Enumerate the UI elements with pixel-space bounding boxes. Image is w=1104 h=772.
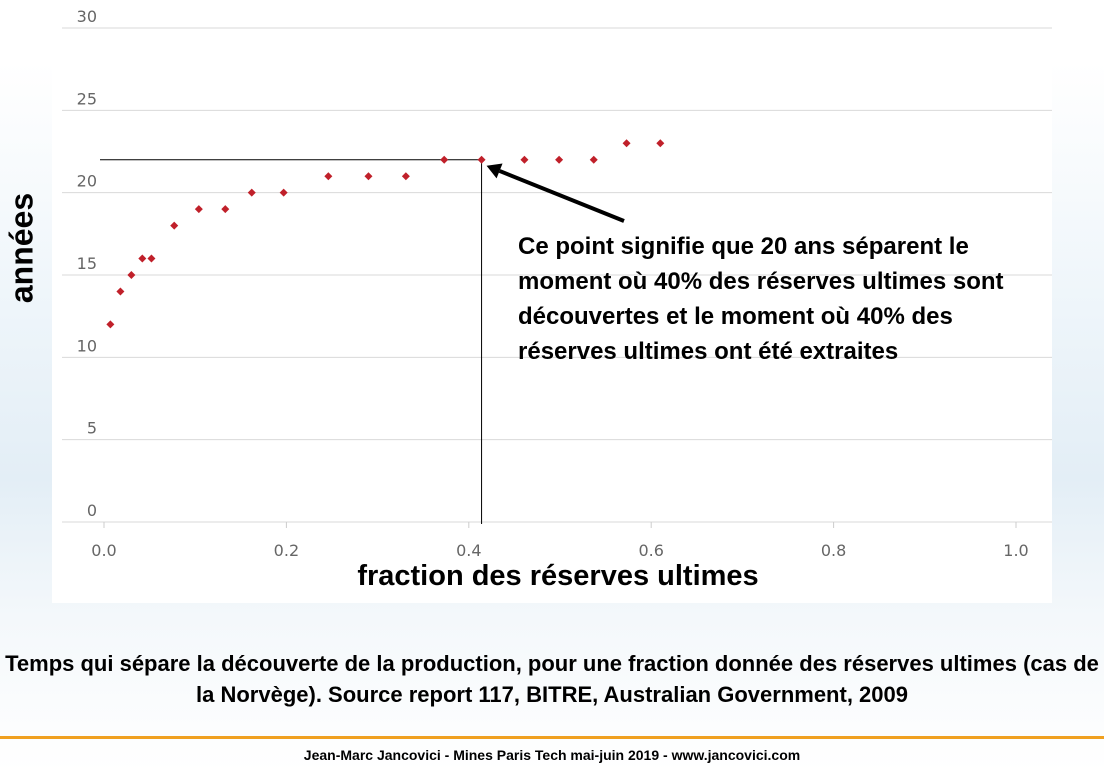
data-point bbox=[247, 188, 256, 197]
data-point bbox=[364, 172, 373, 181]
data-point bbox=[440, 155, 449, 164]
x-tick-label: 0.4 bbox=[456, 541, 481, 560]
y-tick-label: 5 bbox=[87, 419, 97, 438]
data-point bbox=[477, 155, 486, 164]
data-point bbox=[147, 254, 156, 263]
data-point bbox=[221, 205, 230, 214]
data-point bbox=[555, 155, 564, 164]
scatter-chart: 0 5 10 15 20 25 30 0.0 0.2 0.4 0.6 0.8 1.0 bbox=[62, 7, 1052, 560]
x-tick-label: 1.0 bbox=[1003, 541, 1028, 560]
data-point bbox=[116, 287, 125, 296]
data-point bbox=[194, 205, 203, 214]
data-point bbox=[622, 139, 631, 148]
data-point bbox=[106, 320, 115, 329]
x-tick-label: 0.0 bbox=[91, 541, 116, 560]
x-tick-label: 0.6 bbox=[638, 541, 663, 560]
y-tick-label: 30 bbox=[77, 7, 97, 26]
footer-credit: Jean-Marc Jancovici - Mines Paris Tech m… bbox=[303, 747, 801, 763]
data-points bbox=[106, 139, 665, 329]
y-tick-labels: 0 5 10 15 20 25 30 bbox=[77, 7, 97, 520]
point-annotation: Ce point signifie que 20 ans séparent le… bbox=[518, 233, 1004, 365]
data-point bbox=[401, 172, 410, 181]
y-tick-label: 25 bbox=[77, 89, 97, 108]
data-point bbox=[279, 188, 288, 197]
reference-lines bbox=[100, 159, 483, 524]
y-tick-label: 15 bbox=[77, 254, 97, 273]
x-axis-label: fraction des réserves ultimes bbox=[357, 560, 759, 592]
y-axis-label: années bbox=[3, 192, 40, 304]
y-tick-label: 10 bbox=[77, 336, 97, 355]
data-point bbox=[138, 254, 147, 263]
figure-caption: Temps qui sépare la découverte de la pro… bbox=[5, 651, 1099, 707]
arrow-head bbox=[486, 163, 503, 179]
data-point bbox=[656, 139, 665, 148]
chart-panel bbox=[52, 0, 1052, 603]
data-point bbox=[520, 155, 529, 164]
annotation-arrow bbox=[486, 163, 625, 223]
data-point bbox=[589, 155, 598, 164]
footer-divider bbox=[0, 736, 1104, 739]
x-tick-label: 0.8 bbox=[821, 541, 846, 560]
gridlines bbox=[62, 27, 1052, 528]
x-tick-labels: 0.0 0.2 0.4 0.6 0.8 1.0 bbox=[91, 541, 1028, 560]
x-tick-label: 0.2 bbox=[274, 541, 299, 560]
data-point bbox=[324, 172, 333, 181]
data-point bbox=[127, 271, 136, 279]
y-tick-label: 0 bbox=[87, 501, 97, 520]
y-tick-label: 20 bbox=[77, 172, 97, 191]
arrow-shaft bbox=[498, 169, 625, 223]
data-point bbox=[170, 221, 179, 230]
